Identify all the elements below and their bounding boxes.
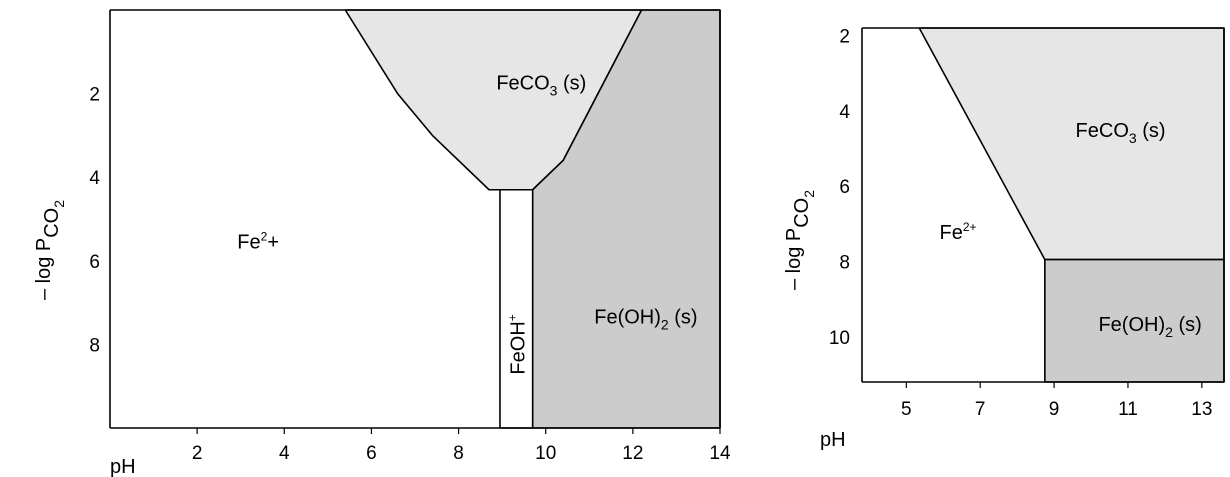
- x-tick-label: 4: [279, 443, 290, 464]
- y-tick-label: 4: [89, 168, 100, 189]
- label-feco3: FeCO3 (s): [1076, 120, 1166, 146]
- region-feoh-: [499, 188, 534, 429]
- label-fe-oh-2: Fe(OH)2 (s): [1098, 314, 1201, 340]
- y-tick-label: 6: [89, 252, 100, 273]
- y-tick-label: 8: [839, 252, 850, 273]
- x-tick-label: 6: [366, 443, 377, 464]
- x-tick-label: 5: [901, 399, 912, 420]
- y-axis-label: – log PCO2: [783, 190, 817, 290]
- y-tick-label: 6: [839, 177, 850, 198]
- x-tick-label: 2: [192, 443, 203, 464]
- label-feco3: FeCO3 (s): [496, 72, 586, 98]
- x-tick-label: 8: [453, 443, 464, 464]
- chart-right: 5 7 9 11 13 2 4 6 8 10 pH – log PCO2 FeCO3 (s) Fe(OH)…: [783, 27, 1225, 451]
- x-tick-label: 13: [1191, 399, 1212, 420]
- y-tick-label: 2: [89, 85, 100, 106]
- label-fe2-: Fe2+: [237, 229, 279, 253]
- x-tick-label: 9: [1049, 399, 1060, 420]
- chart-left: 2 4 6 8 10 12 14 2 4 6 8 pH – log PCO2 FeCO3 (s) Fe(OH…: [33, 9, 731, 477]
- y-tick-label: 2: [839, 27, 850, 48]
- x-tick-label: 14: [709, 443, 731, 464]
- y-tick-label: 4: [839, 102, 850, 123]
- y-axis-label: – log PCO2: [33, 200, 67, 300]
- x-tick-label: 7: [975, 399, 986, 420]
- x-tick-label: 11: [1118, 399, 1138, 420]
- x-axis-label: pH: [110, 456, 136, 477]
- y-tick-label: 8: [89, 335, 100, 356]
- y-tick-label: 10: [829, 328, 850, 349]
- x-tick-label: 10: [535, 443, 556, 464]
- label-fe-oh-2: Fe(OH)2 (s): [594, 307, 697, 333]
- x-tick-label: 12: [622, 443, 643, 464]
- label-fe2-: Fe2+: [940, 220, 977, 244]
- label-feoh-: FeOH+: [505, 314, 529, 374]
- x-axis-label: pH: [820, 429, 846, 451]
